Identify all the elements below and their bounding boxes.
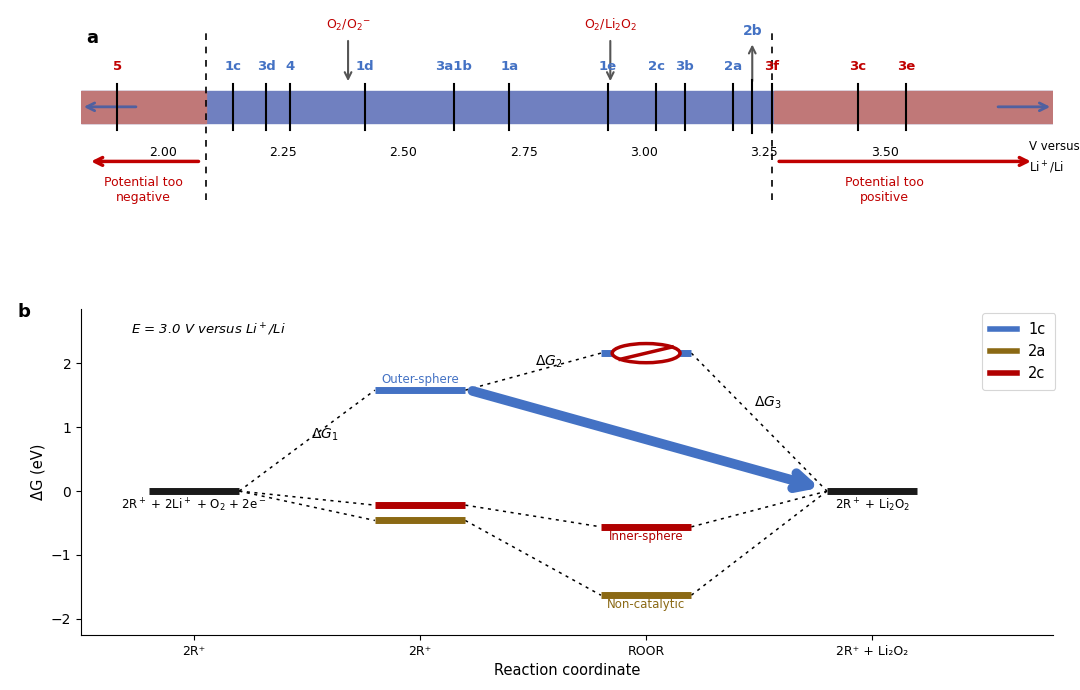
Text: b: b — [17, 302, 30, 321]
Text: 3a1b: 3a1b — [435, 61, 472, 73]
Text: 3.00: 3.00 — [630, 146, 658, 159]
Text: 2.75: 2.75 — [510, 146, 538, 159]
X-axis label: Reaction coordinate: Reaction coordinate — [494, 663, 640, 678]
Text: $E$ = 3.0 V versus Li$^+$/Li: $E$ = 3.0 V versus Li$^+$/Li — [131, 322, 285, 338]
Text: a: a — [86, 30, 98, 48]
Text: Inner-sphere: Inner-sphere — [609, 530, 684, 543]
Text: 3b: 3b — [675, 61, 694, 73]
Text: V versus: V versus — [1029, 140, 1080, 153]
Text: 2R$^+$ + Li$_2$O$_2$: 2R$^+$ + Li$_2$O$_2$ — [835, 496, 909, 513]
Text: Non-catalytic: Non-catalytic — [607, 598, 685, 611]
Text: 3.25: 3.25 — [751, 146, 779, 159]
Text: 1d: 1d — [355, 61, 374, 73]
Text: $\Delta G_2$: $\Delta G_2$ — [536, 353, 563, 370]
Text: 4: 4 — [286, 61, 295, 73]
Text: 3.50: 3.50 — [870, 146, 899, 159]
Text: 2.00: 2.00 — [149, 146, 177, 159]
Text: 3c: 3c — [850, 61, 866, 73]
Text: 3d: 3d — [257, 61, 275, 73]
Text: 2b: 2b — [742, 24, 762, 38]
Text: 1c: 1c — [224, 61, 241, 73]
Text: Outer-sphere: Outer-sphere — [381, 373, 459, 386]
Text: 5: 5 — [112, 61, 122, 73]
Text: 3f: 3f — [764, 61, 779, 73]
Text: 2c: 2c — [648, 61, 664, 73]
Text: Potential too
positive: Potential too positive — [846, 175, 924, 204]
Text: $\Delta G_1$: $\Delta G_1$ — [311, 426, 339, 443]
Bar — [81, 91, 206, 123]
Text: 2a: 2a — [724, 61, 742, 73]
Text: 1e: 1e — [598, 61, 617, 73]
Text: Li$^+$/Li: Li$^+$/Li — [1029, 159, 1064, 176]
Circle shape — [612, 344, 680, 363]
Text: 2R$^+$ + 2Li$^+$ + O$_2$ + 2e$^-$: 2R$^+$ + 2Li$^+$ + O$_2$ + 2e$^-$ — [121, 496, 267, 513]
Text: $\Delta G_3$: $\Delta G_3$ — [754, 395, 782, 411]
Text: 1a: 1a — [500, 61, 518, 73]
Bar — [774, 91, 1053, 123]
Text: 2.25: 2.25 — [269, 146, 297, 159]
Y-axis label: ΔG (eV): ΔG (eV) — [30, 444, 45, 500]
Text: O$_2$/Li$_2$O$_2$: O$_2$/Li$_2$O$_2$ — [583, 17, 637, 33]
Bar — [81, 91, 1053, 123]
Text: Potential too
negative: Potential too negative — [104, 175, 183, 204]
Legend: 1c, 2a, 2c: 1c, 2a, 2c — [982, 313, 1055, 390]
Text: O$_2$/O$_2$$^{-}$: O$_2$/O$_2$$^{-}$ — [326, 18, 370, 33]
Text: 2.50: 2.50 — [390, 146, 417, 159]
Text: 3e: 3e — [897, 61, 916, 73]
